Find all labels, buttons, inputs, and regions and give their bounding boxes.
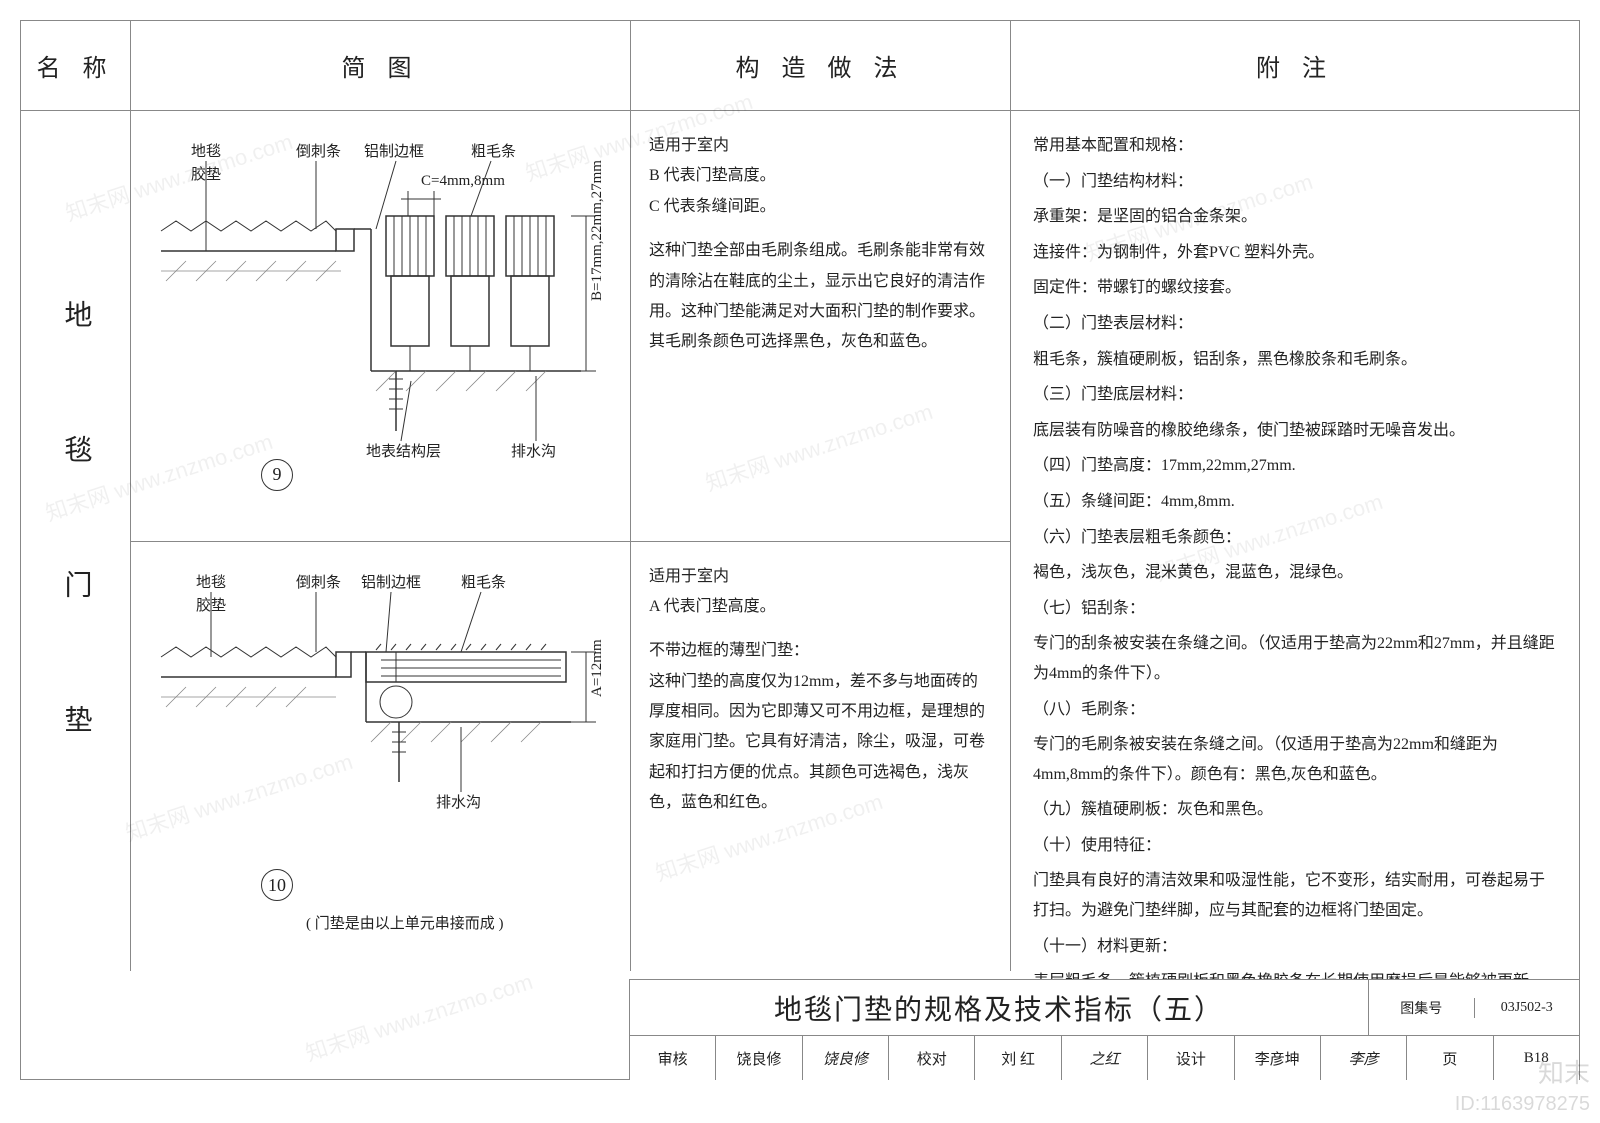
lbl-coarse10: 粗毛条 [461, 574, 506, 591]
dwg-label: 图集号 [1369, 998, 1475, 1018]
header-name: 名 称 [21, 21, 131, 110]
construction-10: 适用于室内 A 代表门垫高度。 不带边框的薄型门垫： 这种门垫的高度仅为12mm… [631, 542, 1010, 972]
lbl-aluframe10: 铝制边框 [361, 574, 421, 591]
audit-label: 审核 [630, 1036, 716, 1080]
id-watermark: 知末 ID:1163978275 [1455, 1057, 1590, 1117]
figure-number-9: 9 [261, 459, 293, 491]
figure-10: 地毯 胶垫 倒刺条 铝制边框 粗毛条 [131, 542, 631, 972]
check-name: 刘 红 [975, 1036, 1061, 1080]
lbl-drain10: 排水沟 [436, 794, 481, 811]
header-notes: 附 注 [1011, 21, 1579, 110]
figure-9: 地毯 胶垫 倒刺条 铝制边框 粗毛条 C=4mm,8mm [131, 111, 631, 541]
design-sign: 李彦 [1321, 1036, 1407, 1080]
dwg-number: 03J502-3 [1475, 998, 1580, 1018]
figure-10-caption: ( 门垫是由以上单元串接而成 ) [306, 912, 504, 933]
lbl-carpet10: 地毯 [196, 574, 226, 591]
notes-column: 常用基本配置和规格： （一）门垫结构材料： 承重架：是坚固的铝合金条架。 连接件… [1011, 111, 1579, 971]
design-label: 设计 [1148, 1036, 1234, 1080]
lbl-barb: 倒刺条 [296, 143, 341, 160]
header-figure: 简 图 [131, 21, 631, 110]
lbl-sublayer: 地表结构层 [366, 443, 441, 460]
construction-9: 适用于室内 B 代表门垫高度。 C 代表条缝间距。 这种门垫全部由毛刷条组成。毛… [631, 111, 1010, 541]
header-cons: 构 造 做 法 [631, 21, 1011, 110]
design-name: 李彦坤 [1235, 1036, 1321, 1080]
lbl-drain: 排水沟 [511, 443, 556, 460]
audit-name: 饶良修 [716, 1036, 802, 1080]
lbl-aluframe: 铝制边框 [364, 143, 424, 160]
lbl-height-b: B=17mm,22mm,27mm [589, 160, 605, 301]
figure-number-10: 10 [261, 869, 293, 901]
row-title: 地 毯 门 垫 [56, 300, 96, 783]
lbl-barb10: 倒刺条 [296, 574, 341, 591]
check-label: 校对 [889, 1036, 975, 1080]
audit-sign: 饶良修 [803, 1036, 889, 1080]
lbl-coarse: 粗毛条 [471, 143, 516, 160]
title-block: 地毯门垫的规格及技术指标（五） 图集号 03J502-3 审核 饶良修 饶良修 … [629, 979, 1579, 1080]
lbl-gap: C=4mm,8mm [421, 173, 505, 189]
lbl-carpet: 地毯 [191, 143, 221, 160]
check-sign: 之红 [1062, 1036, 1148, 1080]
lbl-height-a: A=12mm [589, 639, 605, 697]
drawing-title: 地毯门垫的规格及技术指标（五） [630, 980, 1369, 1035]
